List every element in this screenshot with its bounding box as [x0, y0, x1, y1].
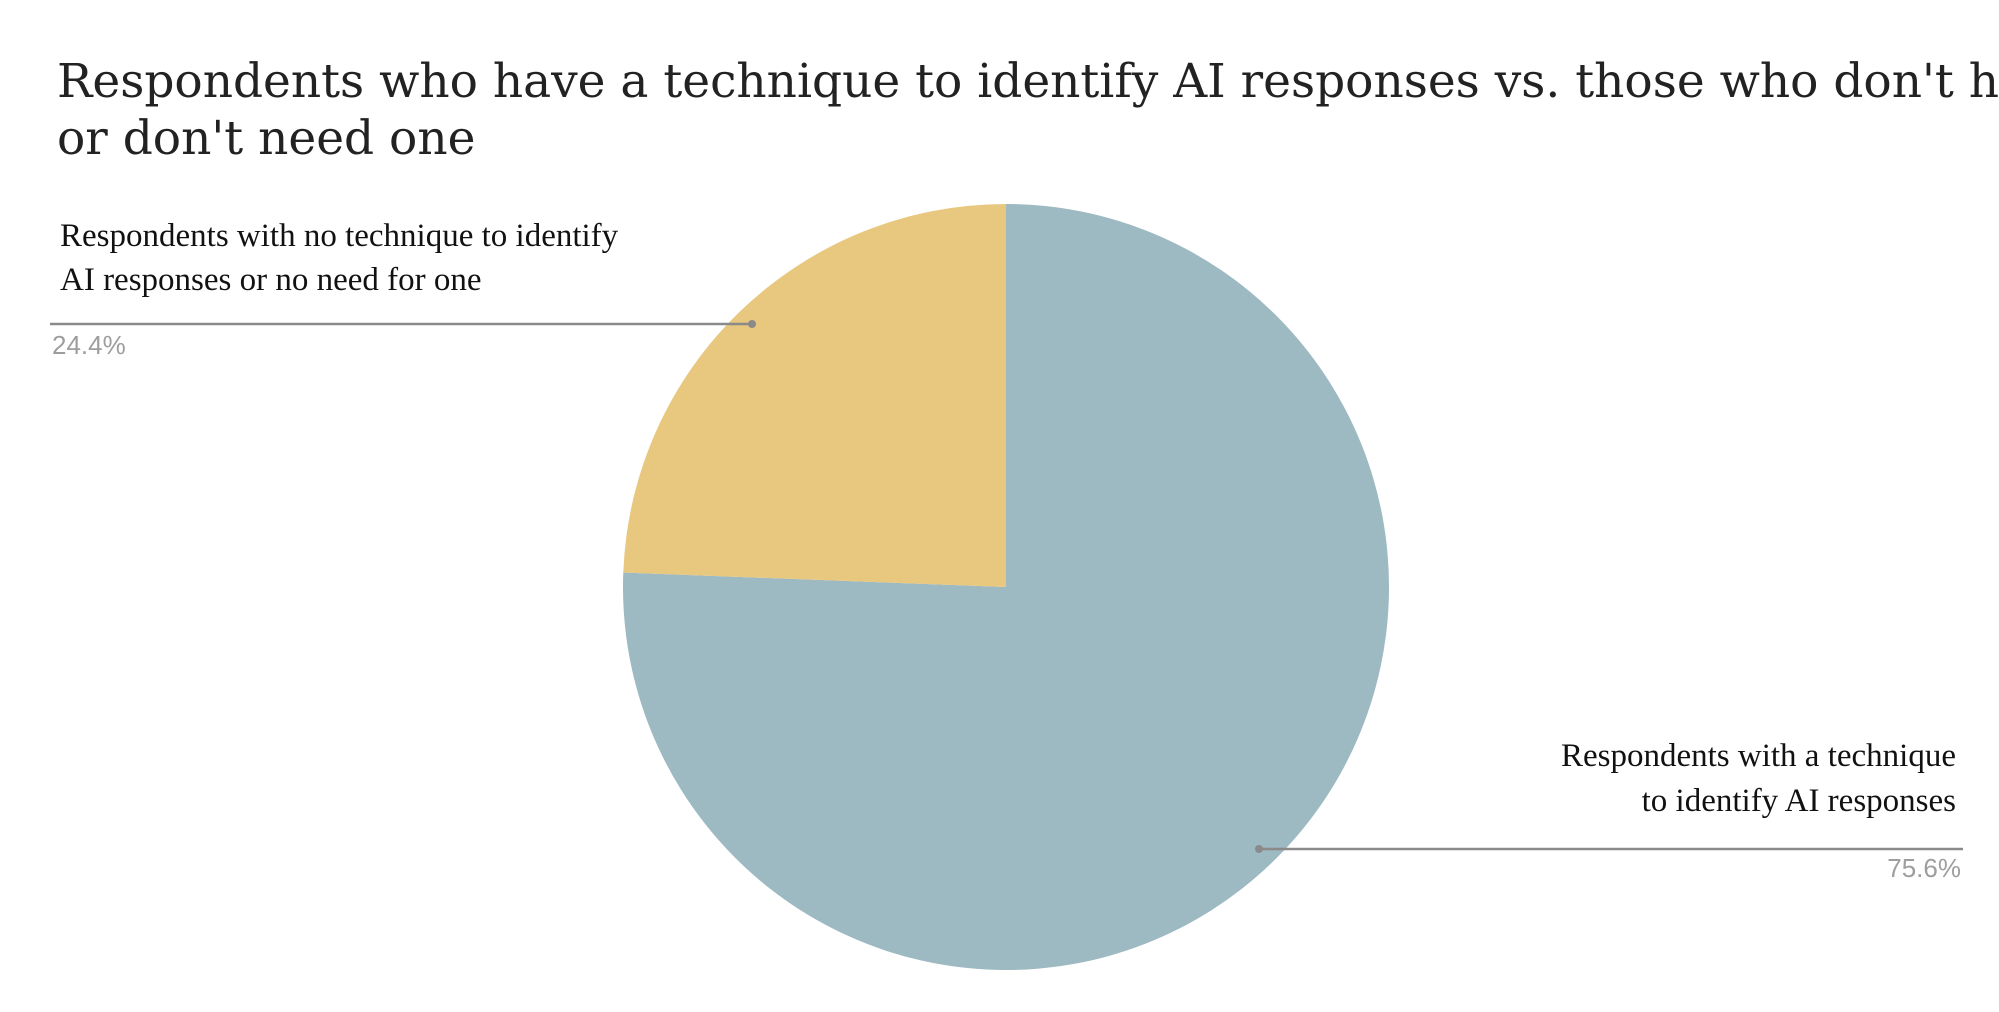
- slice-label-no-technique: Respondents with no technique to identif…: [50, 218, 756, 360]
- pie-slices: [622, 204, 1389, 970]
- slice-label-no-technique-line-1: Respondents with no technique to identif…: [60, 218, 619, 254]
- slice-label-no-technique-line-2: AI responses or no need for one: [60, 262, 482, 298]
- pie-slice-no-technique: [623, 204, 1006, 587]
- leader-dot-with-technique: [1255, 845, 1263, 853]
- chart-title-line-1: Respondents who have a technique to iden…: [57, 54, 1999, 109]
- chart-title-line-2: or don't need one: [57, 111, 475, 166]
- slice-label-with-technique: Respondents with a technique to identify…: [1255, 738, 1963, 883]
- chart-title: Respondents who have a technique to iden…: [57, 54, 1999, 166]
- slice-label-with-technique-line-2: to identify AI responses: [1642, 783, 1956, 819]
- slice-label-with-technique-line-1: Respondents with a technique: [1561, 738, 1956, 774]
- percent-label-with-technique: 75.6%: [1887, 853, 1961, 883]
- percent-label-no-technique: 24.4%: [52, 330, 126, 360]
- leader-dot-no-technique: [748, 320, 756, 328]
- pie-slice-with-technique: [622, 204, 1389, 970]
